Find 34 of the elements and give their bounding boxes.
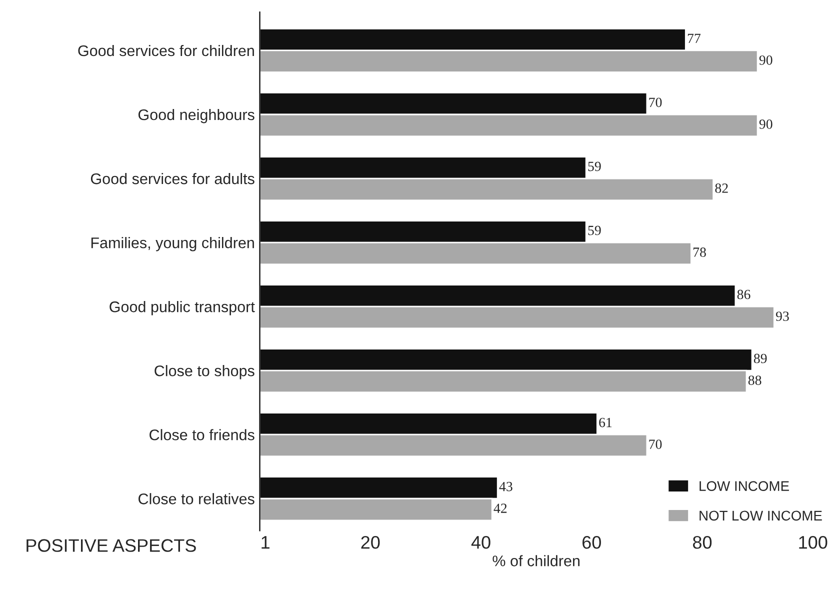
data-label: 59 — [588, 226, 601, 236]
data-label: 93 — [776, 312, 789, 321]
y-tick-label: Close to shops — [154, 365, 254, 380]
data-label: 88 — [748, 376, 762, 385]
data-label: 70 — [649, 98, 662, 108]
x-tick-label: 60 — [582, 536, 601, 549]
legend-label: NOT LOW INCOME — [700, 510, 822, 521]
data-label: 82 — [715, 184, 728, 193]
x-tick-label: 80 — [692, 536, 712, 549]
data-label: 70 — [649, 440, 662, 449]
data-label: 61 — [599, 418, 612, 428]
data-label: 77 — [688, 34, 701, 43]
data-label: 89 — [754, 354, 767, 364]
y-tick-label: Close to relatives — [138, 493, 254, 504]
x-tick-label: 100 — [799, 536, 828, 549]
data-label: 43 — [499, 482, 512, 492]
data-label: 90 — [759, 55, 772, 65]
x-axis-title: % of children — [492, 555, 580, 566]
y-tick-label: Close to friends — [150, 429, 254, 440]
y-tick-label: Good services for children — [78, 44, 254, 56]
data-label: 59 — [588, 162, 601, 172]
y-tick-label: Families, young children — [91, 237, 254, 252]
data-label: 90 — [759, 119, 772, 129]
x-tick-label: 20 — [361, 536, 380, 549]
x-tick-label: 40 — [471, 536, 490, 549]
y-tick-label: Good services for adults — [90, 172, 254, 184]
data-label: 78 — [693, 248, 706, 257]
y-tick-label: Good public transport — [110, 301, 255, 316]
data-label: 42 — [494, 504, 507, 513]
x-tick-label: 1 — [262, 536, 270, 549]
y-tick-label: Good neighbours — [138, 108, 254, 124]
legend-label: LOW INCOME — [700, 481, 789, 491]
text: POSITIVE ASPECTS — [26, 539, 196, 552]
data-label: 86 — [737, 290, 750, 300]
